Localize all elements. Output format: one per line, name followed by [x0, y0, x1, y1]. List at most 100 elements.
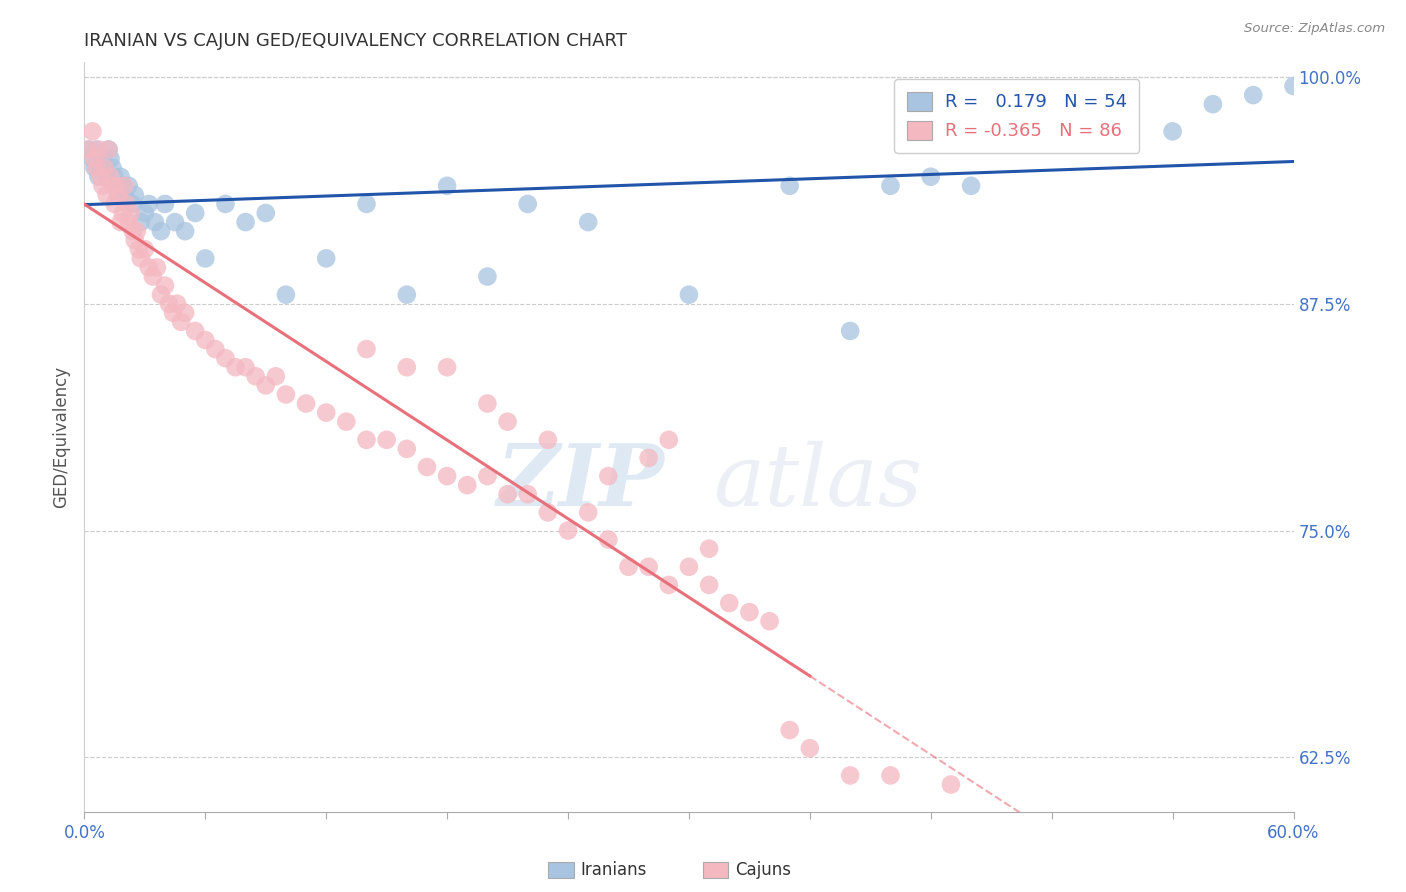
Point — [939, 777, 962, 791]
Point — [104, 197, 127, 211]
Point — [254, 206, 277, 220]
Point — [274, 387, 297, 401]
Point — [225, 360, 247, 375]
Point — [121, 224, 143, 238]
Point — [477, 469, 499, 483]
Point — [111, 206, 134, 220]
Point — [537, 505, 560, 519]
Point — [395, 287, 418, 301]
Y-axis label: GED/Equivalency: GED/Equivalency — [52, 366, 70, 508]
Point — [576, 215, 599, 229]
Point — [77, 143, 100, 157]
Point — [245, 369, 267, 384]
Point — [86, 143, 108, 157]
Point — [920, 169, 942, 184]
Point — [658, 578, 681, 592]
Point — [1202, 97, 1225, 112]
Point — [1161, 124, 1184, 138]
Point — [758, 614, 780, 628]
Point — [77, 143, 100, 157]
Point — [204, 342, 226, 356]
Point — [93, 161, 115, 175]
Point — [146, 260, 169, 275]
Text: Iranians: Iranians — [581, 861, 647, 879]
Point — [477, 269, 499, 284]
Point — [678, 287, 700, 301]
Point — [101, 178, 124, 193]
Point — [83, 152, 105, 166]
Point — [114, 178, 136, 193]
Point — [436, 360, 458, 375]
Point — [879, 768, 901, 782]
Point — [295, 396, 318, 410]
Point — [107, 187, 129, 202]
Point — [356, 433, 378, 447]
Point — [138, 197, 160, 211]
Point — [89, 161, 111, 175]
Point — [335, 415, 357, 429]
Point — [124, 187, 146, 202]
Point — [496, 487, 519, 501]
Point — [598, 469, 620, 483]
Point — [235, 360, 257, 375]
Point — [315, 406, 337, 420]
Point — [143, 215, 166, 229]
Point — [436, 469, 458, 483]
Point — [82, 124, 104, 138]
Text: ZIP: ZIP — [496, 441, 665, 524]
Point — [637, 450, 659, 465]
Point — [165, 215, 187, 229]
Point — [416, 460, 439, 475]
Point — [91, 178, 114, 193]
Point — [456, 478, 478, 492]
Point — [125, 224, 148, 238]
Point — [960, 178, 983, 193]
Point — [697, 578, 720, 592]
Point — [142, 269, 165, 284]
Point — [110, 215, 132, 229]
Point — [194, 252, 217, 266]
Point — [356, 342, 378, 356]
Point — [1081, 124, 1104, 138]
Point — [96, 169, 118, 184]
Point — [118, 215, 141, 229]
Point — [124, 233, 146, 247]
Point — [1040, 124, 1063, 138]
Point — [120, 206, 142, 220]
Point — [129, 215, 152, 229]
Point — [1282, 78, 1305, 93]
Point — [134, 206, 156, 220]
Point — [617, 559, 640, 574]
Point — [97, 143, 120, 157]
Point — [738, 605, 761, 619]
Point — [86, 161, 108, 175]
Point — [153, 197, 176, 211]
Point — [174, 224, 197, 238]
Point — [184, 324, 207, 338]
Legend: R =   0.179   N = 54, R = -0.365   N = 86: R = 0.179 N = 54, R = -0.365 N = 86 — [894, 79, 1139, 153]
Point — [153, 278, 176, 293]
Point — [436, 178, 458, 193]
Point — [678, 559, 700, 574]
Point — [87, 169, 110, 184]
Point — [96, 187, 118, 202]
Point — [138, 260, 160, 275]
Point — [516, 487, 538, 501]
Point — [104, 169, 127, 184]
Point — [115, 197, 138, 211]
Point — [799, 741, 821, 756]
Point — [129, 252, 152, 266]
Point — [149, 224, 172, 238]
Point — [110, 169, 132, 184]
Point — [477, 396, 499, 410]
Point — [496, 415, 519, 429]
Point — [170, 315, 193, 329]
Point — [779, 723, 801, 737]
Point — [157, 297, 180, 311]
Point — [1241, 88, 1264, 103]
Point — [101, 161, 124, 175]
Point — [149, 287, 172, 301]
Point — [114, 187, 136, 202]
Point — [264, 369, 287, 384]
Point — [118, 178, 141, 193]
